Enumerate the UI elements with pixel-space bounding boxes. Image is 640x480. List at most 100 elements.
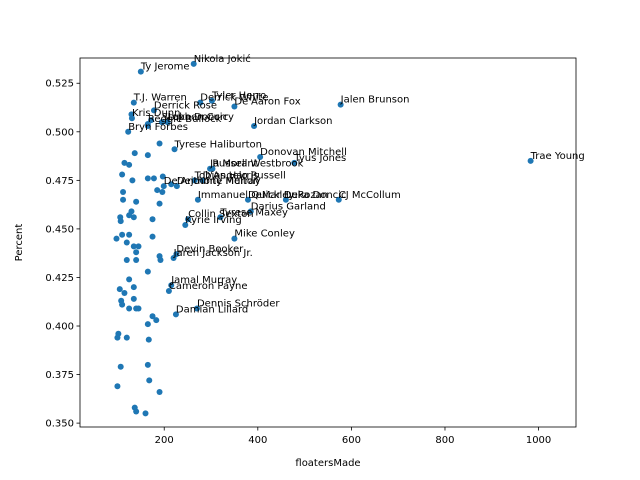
point-label: De'Aaron Fox [234,97,300,108]
scatter-point [133,249,140,256]
scatter-point [159,173,166,180]
scatter-point [133,256,140,263]
y-tick-label: 0.400 [45,322,74,333]
y-tick-label: 0.475 [45,176,74,187]
scatter-point [257,154,264,161]
scatter-point [156,140,163,147]
point-label: Jordan Clarkson [253,116,332,127]
scatter-point [133,198,140,205]
point-label: Dejounte Murray [177,176,261,187]
scatter-point [291,159,298,166]
point-label: Tyus Jones [293,153,346,164]
point-label: Dennis Schröder [197,299,280,310]
x-tick-label: 400 [248,435,267,446]
point-label: Ja Morant [209,159,258,170]
x-axis: 200 400 600 800 1000 [155,427,551,446]
point-label: Derrick White [200,93,268,104]
point-label: Russell Westbrook [212,159,303,170]
scatter-point [190,60,197,67]
scatter-point [156,389,163,396]
scatter-point [247,208,254,215]
point-label: Jalen Brunson [340,95,410,106]
x-tick-label: 600 [342,435,361,446]
scatter-point [119,231,126,238]
scatter-point [154,187,161,194]
y-axis-label: Percent [14,224,25,262]
scatter-point [137,68,144,75]
scatter-point [251,122,258,129]
point-label: Immanuel Quickley [198,190,295,201]
scatter-point [244,196,251,203]
point-label: Nikola Jokić [194,53,251,65]
scatter-point [193,305,200,312]
scatter-point [209,165,216,172]
scatter-point [113,235,120,242]
scatter-point [128,115,135,122]
point-label: Kyrie Irving [185,215,241,226]
scatter-point [172,311,179,318]
point-label: Jamal Murray [170,275,237,286]
scatter-point [144,268,151,275]
x-tick-label: 200 [155,435,174,446]
point-label: Mike Conley [234,229,295,240]
scatter-point [282,196,289,203]
scatter-point [130,295,137,302]
scatter-point [231,235,238,242]
point-label: Stephen Curry [162,112,234,123]
scatter-point [125,128,132,135]
point-label: Tyrese Maxey [219,207,288,218]
point-label: Luka Doncic [286,190,347,201]
scatter-point [126,305,133,312]
scatter-point [199,177,206,184]
scatter-point [158,119,165,126]
scatter-point [130,284,137,291]
scatter-point [182,222,189,229]
scatter-point [170,255,177,262]
y-tick-label: 0.450 [45,224,74,235]
scatter-point [153,317,160,324]
scatter-point [150,175,157,182]
scatter-point [114,383,121,390]
scatter-point [133,408,140,415]
point-label: Tyler Herro [211,91,266,102]
scatter-point [129,177,136,184]
x-axis-label: floatersMade [295,458,360,469]
scatter-point [335,196,342,203]
scatter-point [150,107,157,114]
point-label: T.J. Warren [133,93,187,104]
point-label: Damian Lillard [176,304,248,315]
scatter-point [144,361,151,368]
scatter-point [185,216,192,223]
point-label: Trae Young [530,151,585,162]
scatter-point [123,239,130,246]
y-axis: 0.350 0.375 0.400 0.425 0.450 0.475 0.500 0.525 [45,79,80,430]
scatter-point [194,196,201,203]
scatter-point [120,189,127,196]
point-label: Devin Booker [176,244,244,255]
scatter-point [119,171,126,178]
scatter-point [173,183,180,190]
point-label: Luka Doncic [168,112,229,123]
scatter-point [144,121,151,128]
scatter-point [126,161,133,168]
scatter-point [119,301,126,308]
scatter-point [126,231,133,238]
point-label: DeMar DeRozan [248,190,328,201]
point-label: Bryn Forbes [128,122,188,133]
scatter-point [114,334,121,341]
scatter-point [117,363,124,370]
scatter-point [159,189,166,196]
point-label: CJ McCollum [339,190,401,201]
scatter-point [171,146,178,153]
scatter-point [231,103,238,110]
point-label: Jaren Jackson Jr. [173,248,253,259]
scatter-point [157,256,164,263]
scatter-point [149,216,156,223]
points-layer [113,60,534,417]
scatter-point [160,183,167,190]
scatter-point [197,99,204,106]
point-label: Reggie Bullock [148,114,222,125]
scatter-point [130,214,137,221]
scatter-point [130,99,137,106]
